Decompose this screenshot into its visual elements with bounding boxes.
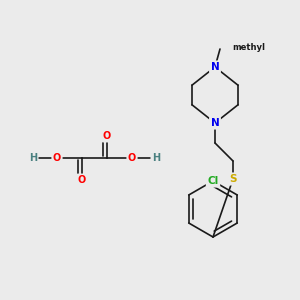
Text: O: O bbox=[103, 131, 111, 141]
Text: O: O bbox=[128, 153, 136, 163]
Text: S: S bbox=[229, 174, 237, 184]
Text: O: O bbox=[53, 153, 61, 163]
Text: H: H bbox=[29, 153, 37, 163]
Text: Cl: Cl bbox=[207, 176, 219, 186]
Text: N: N bbox=[211, 62, 219, 72]
Text: H: H bbox=[152, 153, 160, 163]
Text: N: N bbox=[211, 118, 219, 128]
Text: O: O bbox=[78, 175, 86, 185]
Text: methyl: methyl bbox=[232, 43, 265, 52]
